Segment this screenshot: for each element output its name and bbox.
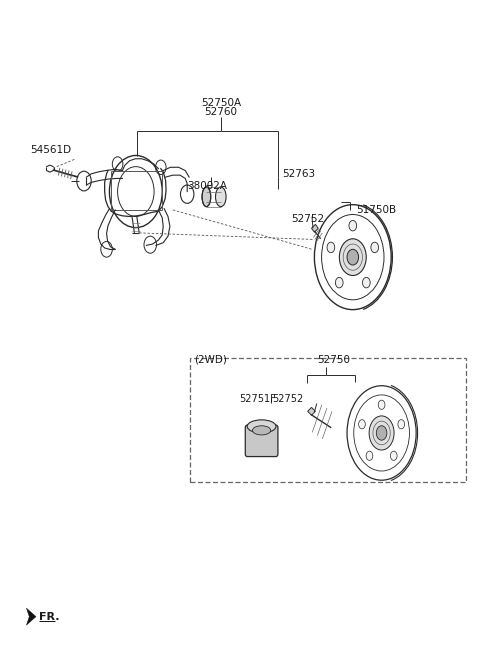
Circle shape xyxy=(339,239,366,276)
Text: (2WD): (2WD) xyxy=(194,355,227,365)
Text: 52752: 52752 xyxy=(273,394,304,403)
Polygon shape xyxy=(308,407,315,415)
Text: 38002A: 38002A xyxy=(187,181,227,191)
Circle shape xyxy=(369,416,394,450)
Polygon shape xyxy=(26,608,36,625)
Text: 51750B: 51750B xyxy=(356,205,396,215)
Ellipse shape xyxy=(216,187,226,207)
Polygon shape xyxy=(312,224,318,232)
Circle shape xyxy=(336,277,343,288)
Ellipse shape xyxy=(202,187,211,207)
Circle shape xyxy=(378,400,385,409)
Text: 52752: 52752 xyxy=(291,214,324,224)
Text: 52750: 52750 xyxy=(317,355,350,365)
Circle shape xyxy=(359,420,365,429)
Circle shape xyxy=(376,426,387,440)
Text: 52760: 52760 xyxy=(204,107,237,117)
Text: FR.: FR. xyxy=(39,611,60,622)
Circle shape xyxy=(390,451,397,461)
Circle shape xyxy=(327,242,335,253)
Circle shape xyxy=(398,420,405,429)
Circle shape xyxy=(366,451,373,461)
Circle shape xyxy=(347,249,359,265)
Text: 52750A: 52750A xyxy=(201,98,241,108)
Text: 54561D: 54561D xyxy=(30,144,71,155)
Circle shape xyxy=(362,277,370,288)
Ellipse shape xyxy=(247,420,276,433)
Circle shape xyxy=(371,242,379,253)
Ellipse shape xyxy=(252,426,271,435)
Text: 52751F: 52751F xyxy=(239,394,276,403)
Text: 52763: 52763 xyxy=(282,169,315,179)
FancyBboxPatch shape xyxy=(245,425,278,457)
Circle shape xyxy=(349,220,357,231)
